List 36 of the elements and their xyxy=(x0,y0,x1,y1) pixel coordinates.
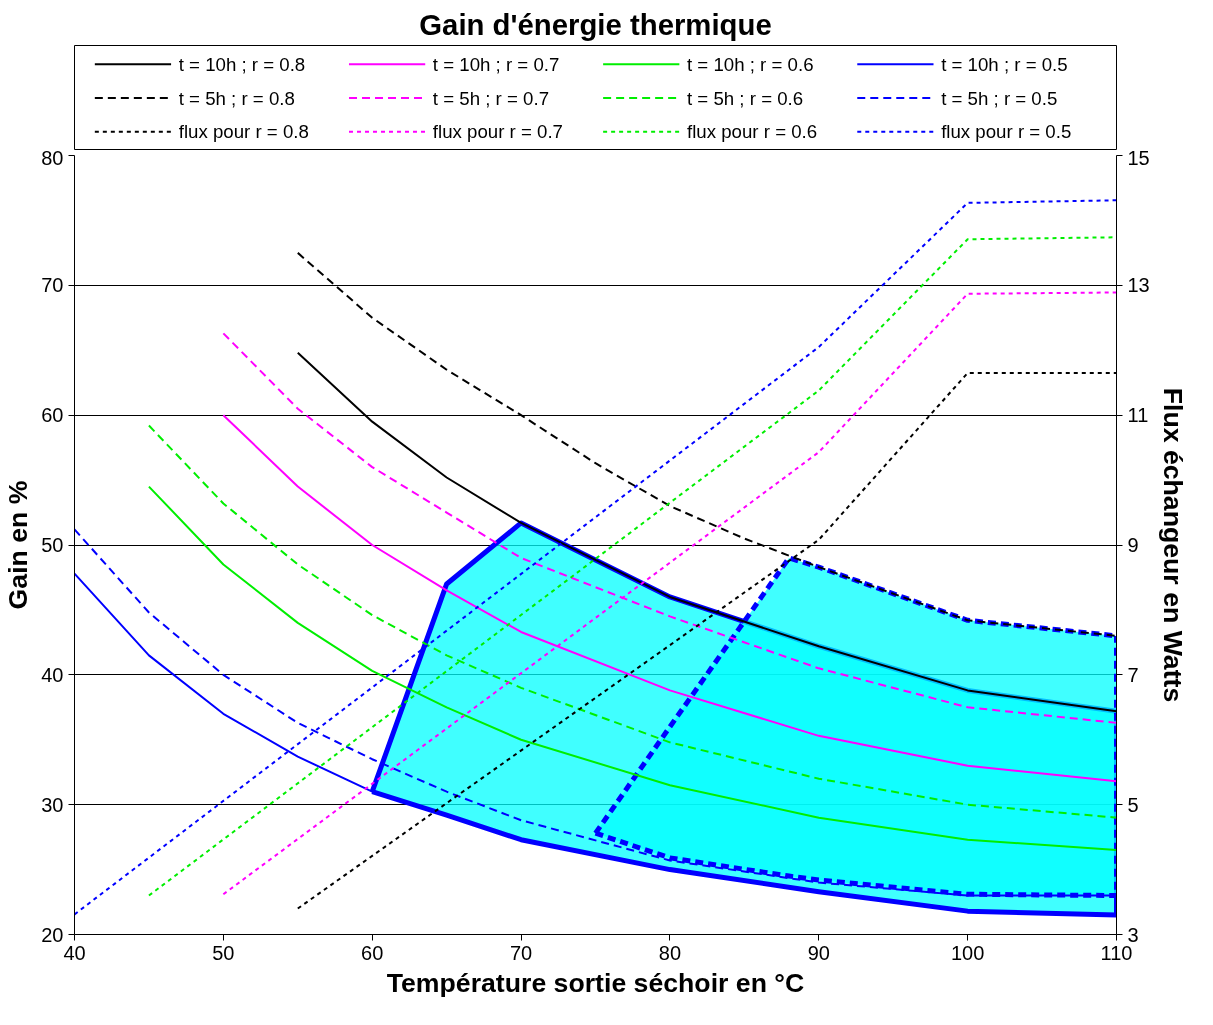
legend-label: t = 5h ; r = 0.7 xyxy=(432,87,549,109)
y2-tick-label: 9 xyxy=(1127,534,1139,556)
legend-label: flux pour r = 0.5 xyxy=(941,121,1072,143)
y-tick-label: 80 xyxy=(41,146,64,169)
y-tick-label: 40 xyxy=(41,663,64,686)
x-axis-title: Température sortie séchoir en °C xyxy=(386,967,805,998)
x-tick-label: 90 xyxy=(807,941,830,964)
y-axis-title: Gain en % xyxy=(3,480,34,610)
chart-title: Gain d'énergie thermique xyxy=(419,7,772,41)
y-tick-label: 30 xyxy=(41,793,64,816)
y2-axis-title: Flux échangeur en Watts xyxy=(1157,387,1188,703)
legend-label: t = 5h ; r = 0.6 xyxy=(686,87,804,109)
y2-tick-label: 15 xyxy=(1127,146,1150,169)
x-tick-label: 40 xyxy=(63,941,86,964)
legend-label: flux pour r = 0.8 xyxy=(178,121,309,143)
x-tick-label: 70 xyxy=(509,941,533,964)
y-tick-label: 60 xyxy=(41,404,64,427)
y-tick-label: 50 xyxy=(41,534,64,556)
y2-tick-label: 11 xyxy=(1127,404,1149,427)
legend-label: t = 10h ; r = 0.6 xyxy=(686,53,814,75)
x-tick-label: 50 xyxy=(212,941,235,964)
legend-label: t = 5h ; r = 0.8 xyxy=(178,87,295,109)
y-tick-label: 70 xyxy=(41,274,64,297)
x-tick-label: 80 xyxy=(658,941,682,964)
legend-label: t = 10h ; r = 0.5 xyxy=(941,53,1068,75)
legend-label: flux pour r = 0.6 xyxy=(686,121,818,143)
legend-label: t = 5h ; r = 0.5 xyxy=(941,87,1058,109)
x-tick-label: 60 xyxy=(361,941,384,964)
legend-label: t = 10h ; r = 0.8 xyxy=(178,53,306,75)
legend-label: t = 10h ; r = 0.7 xyxy=(432,53,560,75)
y-tick-label: 20 xyxy=(41,923,64,946)
y2-tick-label: 13 xyxy=(1127,274,1150,297)
x-tick-label: 100 xyxy=(950,941,985,964)
legend-label: flux pour r = 0.7 xyxy=(432,121,563,143)
y2-tick-label: 7 xyxy=(1127,663,1139,686)
y2-tick-label: 5 xyxy=(1127,793,1139,816)
